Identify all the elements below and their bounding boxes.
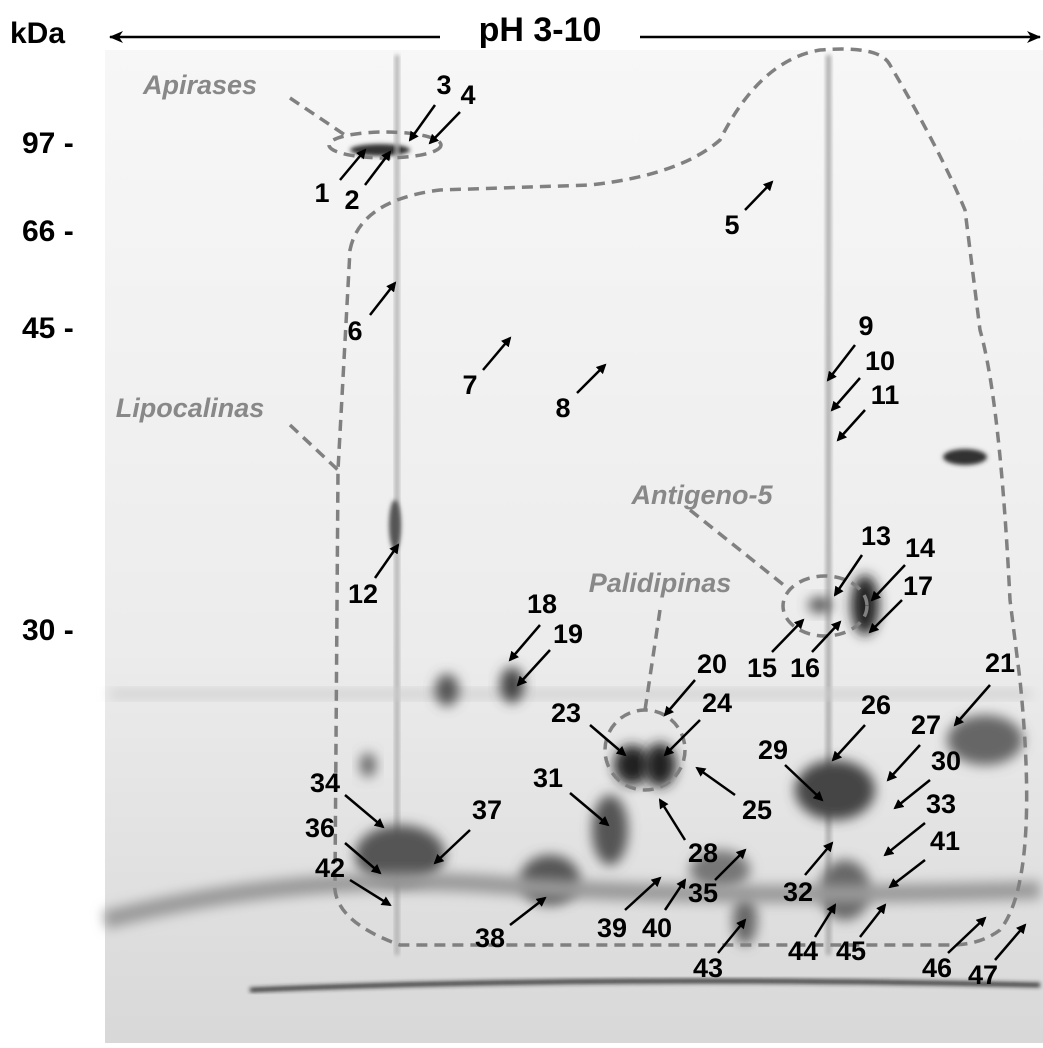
spot-label: 29 bbox=[758, 735, 788, 765]
spot-label: 3 bbox=[436, 70, 451, 100]
spot-label: 19 bbox=[553, 619, 583, 649]
mw-marker: 45 - bbox=[22, 312, 74, 345]
spot-label: 4 bbox=[460, 80, 475, 110]
spot-label: 17 bbox=[903, 571, 933, 601]
gel-figure: kDa pH 3-10 97 - 66 - 45 - 30 - Apirases Lipo… bbox=[0, 0, 1043, 1043]
spot-label: 16 bbox=[790, 653, 820, 683]
spot-label: 33 bbox=[926, 789, 956, 819]
mw-marker: 66 - bbox=[22, 215, 74, 248]
spot-label: 1 bbox=[314, 178, 329, 208]
spot-label: 2 bbox=[344, 185, 359, 215]
spot-label: 39 bbox=[597, 913, 627, 943]
spot-label: 42 bbox=[315, 853, 345, 883]
region-label: Antigeno-5 bbox=[631, 480, 774, 510]
spot-label: 32 bbox=[783, 877, 813, 907]
spot-label: 24 bbox=[702, 688, 732, 718]
spot-label: 23 bbox=[551, 698, 581, 728]
spot-label: 41 bbox=[930, 826, 960, 856]
spot-label: 44 bbox=[788, 936, 818, 966]
spot-label: 21 bbox=[985, 648, 1015, 678]
spot-label: 47 bbox=[968, 960, 998, 990]
spot-label: 46 bbox=[922, 953, 952, 983]
spot-label: 11 bbox=[871, 380, 900, 410]
spot-label: 34 bbox=[310, 768, 340, 798]
mw-unit: kDa bbox=[10, 17, 65, 50]
spot-label: 18 bbox=[527, 589, 557, 619]
region-label: Lipocalinas bbox=[116, 393, 265, 423]
spot-label: 8 bbox=[555, 393, 570, 423]
spot-label: 25 bbox=[742, 795, 772, 825]
spot-label: 15 bbox=[747, 653, 777, 683]
spot-label: 45 bbox=[836, 936, 866, 966]
region-label: Palidipinas bbox=[589, 568, 732, 598]
spot-label: 7 bbox=[462, 370, 477, 400]
spot-label: 27 bbox=[911, 710, 941, 740]
ph-range: pH 3-10 bbox=[479, 11, 602, 49]
spot-label: 35 bbox=[688, 878, 718, 908]
spot-label: 37 bbox=[472, 795, 502, 825]
spot-label: 13 bbox=[861, 521, 891, 551]
spot-label: 30 bbox=[931, 746, 961, 776]
spot-label: 20 bbox=[697, 649, 727, 679]
spot-label: 26 bbox=[861, 690, 891, 720]
spot-label: 10 bbox=[865, 346, 895, 376]
mw-marker: 97 - bbox=[22, 127, 74, 160]
mw-marker: 30 - bbox=[22, 614, 74, 647]
spot-label: 9 bbox=[858, 311, 873, 341]
spot-label: 14 bbox=[905, 533, 935, 563]
spot-label: 28 bbox=[688, 838, 718, 868]
spot-label: 36 bbox=[305, 813, 335, 843]
region-label: Apirases bbox=[142, 70, 257, 100]
spot-label: 40 bbox=[642, 913, 672, 943]
spot-label: 38 bbox=[475, 923, 505, 953]
spot-label: 43 bbox=[693, 953, 723, 983]
spot-label: 5 bbox=[724, 210, 739, 240]
spot-label: 6 bbox=[347, 316, 362, 346]
spot-label: 12 bbox=[348, 579, 378, 609]
spot-label: 31 bbox=[533, 763, 563, 793]
